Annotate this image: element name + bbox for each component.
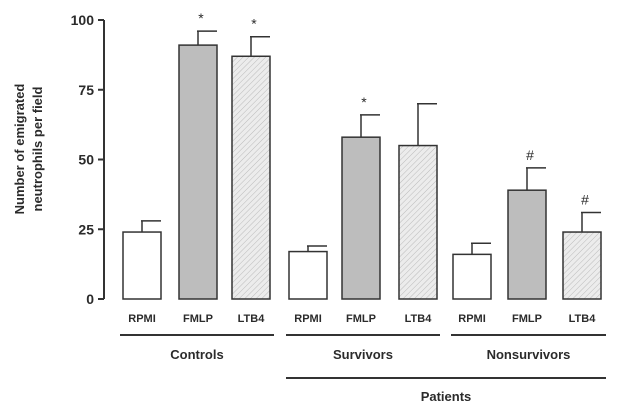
group-label: Survivors — [333, 347, 393, 362]
x-category-label: RPMI — [458, 313, 486, 325]
significance-marker: # — [581, 192, 589, 208]
bar-nonsurvivors-ltb4 — [562, 231, 602, 300]
bars: * * * # # — [122, 10, 602, 300]
y-tick-label: 75 — [78, 82, 94, 98]
x-axis-labels: RPMI FMLP LTB4 RPMI FMLP LTB4 RPMI FMLP LTB4 Cont… — [120, 313, 606, 404]
y-axis-label-line-1: Number of emigrated — [12, 84, 27, 215]
x-category-label: LTB4 — [569, 313, 597, 325]
y-tick-label: 25 — [78, 221, 94, 237]
significance-marker: * — [198, 10, 204, 26]
y-axis: 0 25 50 75 100 — [71, 12, 105, 307]
bar-nonsurvivors-rpmi — [452, 253, 492, 300]
bar-nonsurvivors-fmlp — [507, 189, 547, 300]
significance-marker: * — [361, 94, 367, 110]
y-axis-label-line-2: neutrophils per field — [30, 86, 45, 211]
x-category-label: LTB4 — [238, 313, 266, 325]
x-category-label: RPMI — [294, 313, 322, 325]
significance-marker: * — [251, 16, 257, 32]
bar-controls-rpmi — [122, 231, 162, 300]
x-category-label: FMLP — [346, 313, 376, 325]
bar-controls-ltb4 — [231, 55, 271, 300]
x-category-label: FMLP — [183, 313, 213, 325]
y-tick-label: 50 — [78, 152, 94, 168]
group-label: Nonsurvivors — [487, 347, 571, 362]
bar-controls-fmlp — [178, 44, 218, 300]
bar-survivors-fmlp — [341, 136, 381, 300]
supergroup-label: Patients — [421, 389, 472, 404]
y-tick-label: 100 — [71, 12, 95, 28]
significance-marker: # — [526, 147, 534, 163]
bar-survivors-ltb4 — [398, 144, 438, 300]
group-label: Controls — [170, 347, 223, 362]
x-category-label: LTB4 — [405, 313, 433, 325]
y-tick-label: 0 — [86, 291, 94, 307]
x-category-label: FMLP — [512, 313, 542, 325]
bar-survivors-rpmi — [288, 250, 328, 300]
x-category-label: RPMI — [128, 313, 156, 325]
